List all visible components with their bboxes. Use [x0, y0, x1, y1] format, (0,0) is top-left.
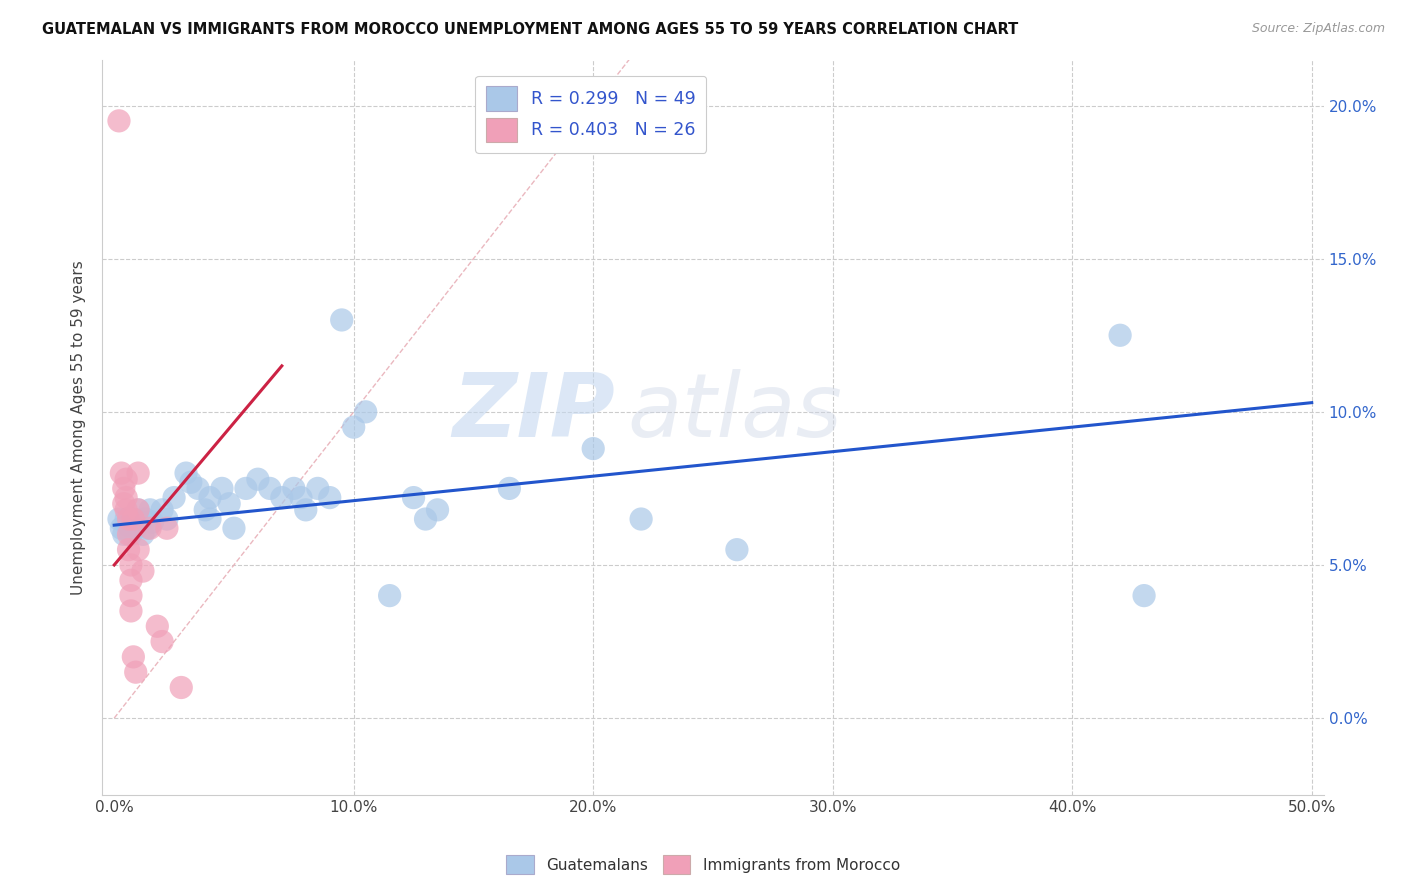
Point [426, 503, 449, 517]
Point [354, 405, 377, 419]
Point [402, 491, 425, 505]
Point [122, 512, 145, 526]
Point [115, 472, 138, 486]
Legend: R = 0.299   N = 49, R = 0.403   N = 26: R = 0.299 N = 49, R = 0.403 N = 26 [475, 76, 706, 153]
Point [218, 497, 240, 511]
Point [156, 512, 179, 526]
Point [112, 497, 135, 511]
Point [117, 527, 139, 541]
Point [146, 619, 169, 633]
Point [132, 564, 155, 578]
Point [194, 503, 217, 517]
Point [134, 512, 156, 526]
Point [270, 491, 292, 505]
Point [132, 527, 155, 541]
Text: Source: ZipAtlas.com: Source: ZipAtlas.com [1251, 22, 1385, 36]
Point [259, 482, 281, 496]
Point [498, 482, 520, 496]
Point [156, 521, 179, 535]
Y-axis label: Unemployment Among Ages 55 to 59 years: Unemployment Among Ages 55 to 59 years [72, 260, 86, 595]
Point [163, 491, 186, 505]
Point [330, 313, 353, 327]
Legend: Guatemalans, Immigrants from Morocco: Guatemalans, Immigrants from Morocco [501, 849, 905, 880]
Point [122, 512, 145, 526]
Point [294, 503, 316, 517]
Point [112, 482, 135, 496]
Point [117, 512, 139, 526]
Point [115, 512, 138, 526]
Point [110, 466, 132, 480]
Point [630, 512, 652, 526]
Point [125, 665, 148, 680]
Point [125, 521, 148, 535]
Point [139, 521, 162, 535]
Point [307, 482, 329, 496]
Point [108, 512, 131, 526]
Point [415, 512, 437, 526]
Point [198, 491, 221, 505]
Point [187, 482, 209, 496]
Text: ZIP: ZIP [453, 369, 616, 456]
Point [127, 466, 149, 480]
Point [127, 542, 149, 557]
Point [108, 113, 131, 128]
Point [378, 589, 401, 603]
Point [582, 442, 605, 456]
Point [170, 681, 193, 695]
Point [127, 503, 149, 517]
Point [180, 475, 202, 490]
Point [198, 512, 221, 526]
Point [120, 589, 142, 603]
Point [136, 521, 159, 535]
Point [139, 503, 162, 517]
Point [112, 527, 135, 541]
Point [319, 491, 342, 505]
Point [120, 604, 142, 618]
Point [1133, 589, 1156, 603]
Text: GUATEMALAN VS IMMIGRANTS FROM MOROCCO UNEMPLOYMENT AMONG AGES 55 TO 59 YEARS COR: GUATEMALAN VS IMMIGRANTS FROM MOROCCO UN… [42, 22, 1018, 37]
Point [122, 649, 145, 664]
Point [127, 503, 149, 517]
Point [725, 542, 748, 557]
Point [129, 515, 152, 529]
Point [117, 542, 139, 557]
Point [235, 482, 257, 496]
Point [246, 472, 269, 486]
Point [211, 482, 233, 496]
Point [343, 420, 366, 434]
Point [115, 491, 138, 505]
Point [1109, 328, 1132, 343]
Point [150, 503, 173, 517]
Point [141, 515, 163, 529]
Text: atlas: atlas [627, 369, 842, 456]
Point [110, 521, 132, 535]
Point [115, 503, 138, 517]
Point [283, 482, 305, 496]
Point [222, 521, 245, 535]
Point [150, 634, 173, 648]
Point [174, 466, 197, 480]
Point [117, 518, 139, 533]
Point [290, 491, 312, 505]
Point [120, 574, 142, 588]
Point [120, 527, 142, 541]
Point [120, 558, 142, 572]
